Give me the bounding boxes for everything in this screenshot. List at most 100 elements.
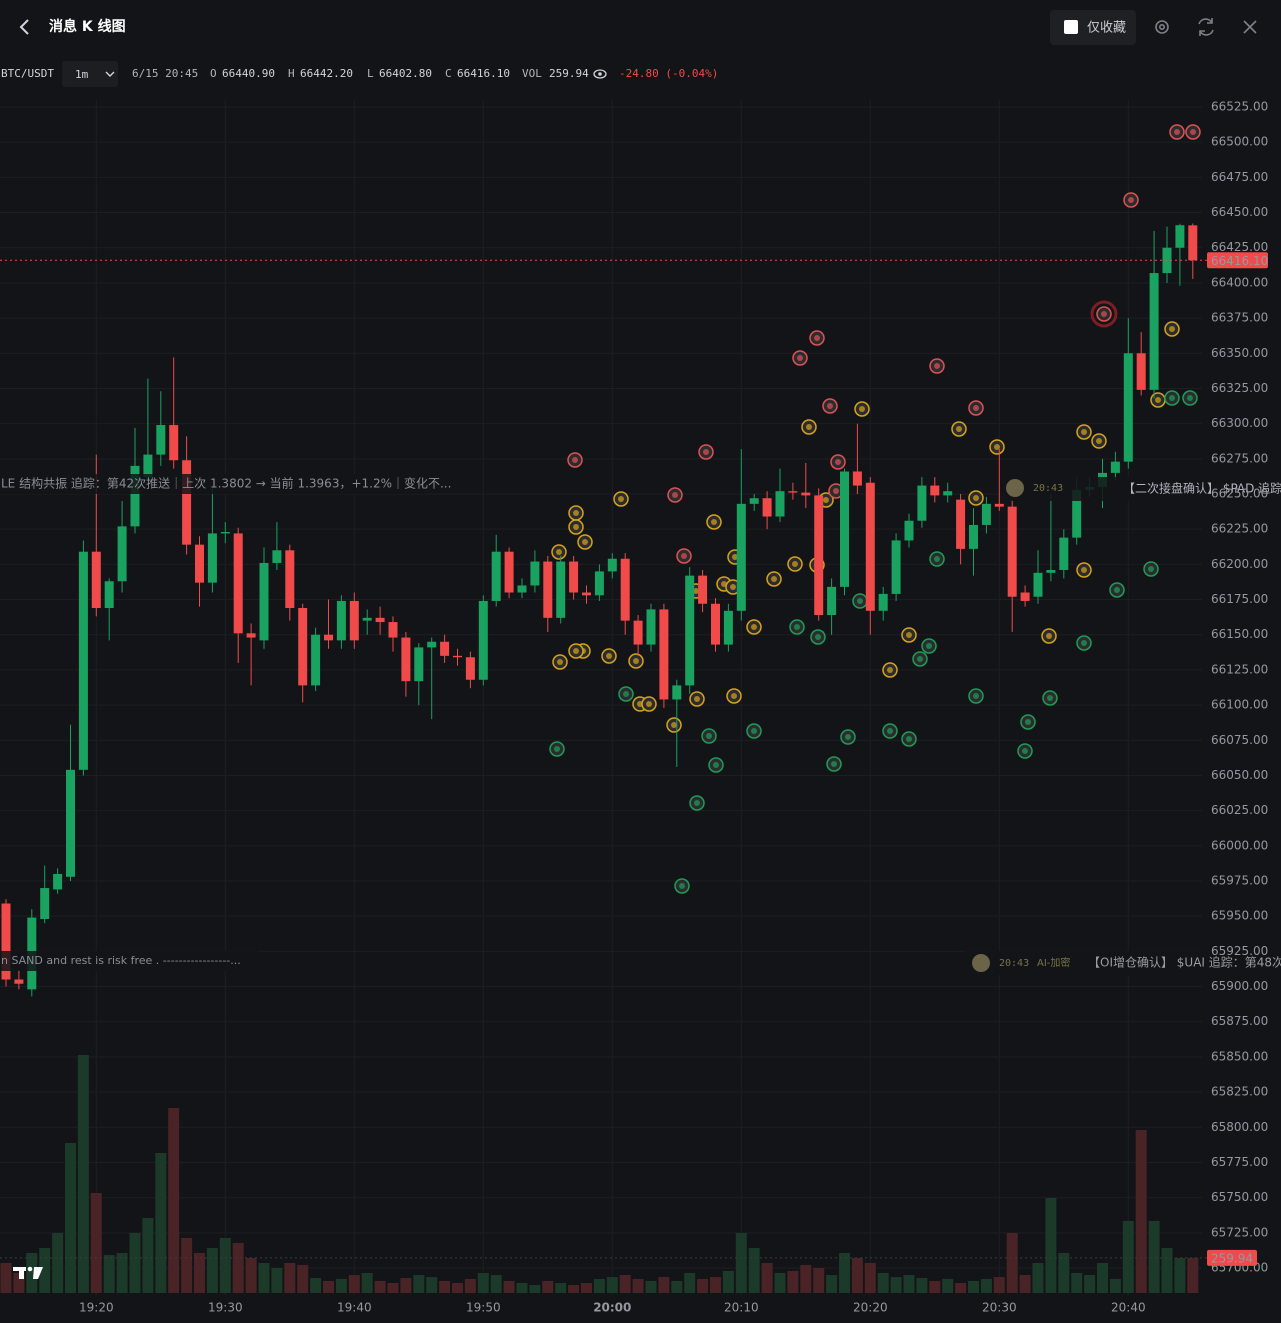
candle-body [685,575,695,686]
candle-body [440,641,450,656]
candle-body [504,551,514,593]
news-marker-icon [887,728,893,734]
news-marker-icon [973,495,979,501]
news-marker-icon [693,588,699,594]
candle-body [1149,273,1159,390]
volume-bar [606,1277,618,1293]
candle-body [801,492,811,496]
news-marker-icon [1148,566,1154,572]
volume-bar [839,1252,850,1293]
volume-bar [658,1277,670,1293]
volume-bar [490,1275,502,1293]
y-tick-label: 65850.00 [1211,1049,1268,1063]
candle-body [156,425,166,455]
volume-bar [980,1278,992,1293]
news-marker-icon [713,762,719,768]
candle-body [311,634,321,686]
volume-bar [65,1142,76,1293]
volume-bar [1058,1252,1070,1293]
y-tick-label: 65825.00 [1211,1085,1268,1099]
interval-select[interactable] [62,61,118,87]
volume-bar [142,1217,154,1293]
settings-button[interactable] [1155,20,1169,34]
volume-bar [361,1272,373,1293]
news-marker-icon [606,653,612,659]
last-volume-label: 259.94 [1211,1251,1253,1265]
volume-bar [593,1278,605,1293]
annotation-text: 20:43 [1033,483,1063,494]
volume-bar [26,1252,38,1293]
volume-bar [1122,1220,1134,1293]
volume-bar [735,1232,747,1293]
news-marker-icon [906,736,912,742]
eye-icon[interactable] [593,69,607,79]
news-marker-icon [815,634,821,640]
annotation-bg [0,951,258,971]
news-marker-icon [694,800,700,806]
news-marker-icon [679,883,685,889]
candle-body [556,561,566,618]
volume-bar [813,1267,825,1293]
close-button[interactable] [1243,20,1257,34]
back-button[interactable] [19,19,29,35]
y-tick-label: 66050.00 [1211,768,1268,782]
candle-body [698,575,708,604]
volume-bar [245,1257,257,1293]
candle-body [594,571,604,596]
y-tick-label: 65750.00 [1211,1190,1268,1204]
x-tick-label: 20:40 [1111,1301,1146,1315]
news-marker-icon [573,648,579,654]
news-marker-icon [582,539,588,545]
news-marker-icon [973,693,979,699]
volume-bar [374,1280,386,1293]
candle-body [1123,353,1133,462]
candle-body [169,425,179,461]
candle-body [672,685,682,700]
candle-body [195,544,204,583]
y-tick-label: 66250.00 [1211,487,1268,501]
volume-bar [258,1262,270,1293]
candle-body [517,585,527,593]
news-marker-icon [857,598,863,604]
y-tick-label: 66025.00 [1211,803,1268,817]
news-marker-icon [835,459,841,465]
news-marker-icon [859,406,865,412]
volume-bar [155,1152,167,1293]
news-marker-icon [1114,587,1120,593]
volume-bar [206,1247,218,1293]
news-marker-icon [827,403,833,409]
news-marker-icon [1174,129,1180,135]
favorites-toggle[interactable] [1050,10,1136,45]
candle-body [78,551,88,770]
news-marker-icon [1155,397,1161,403]
candle-body [749,498,759,504]
candle-body [646,609,656,645]
news-marker-icon [694,696,700,702]
checkbox[interactable] [1064,20,1078,34]
news-marker-icon [681,553,687,559]
volume-bar [1006,1232,1018,1293]
candle-body [66,769,75,877]
annotation-bg [1000,477,1281,501]
candle-body [1020,592,1030,601]
news-marker-icon [706,733,712,739]
news-marker-icon [732,554,738,560]
news-marker-active [1090,300,1118,328]
volume-bar [1045,1197,1057,1293]
candle-body [530,561,540,586]
news-marker-icon [618,496,624,502]
candle-body [762,498,772,517]
y-tick-label: 66125.00 [1211,662,1268,676]
candle-body [285,550,295,608]
volume-bar [387,1282,399,1293]
news-marker-icon [1169,395,1175,401]
candle-body [246,633,256,638]
refresh-button[interactable] [1198,18,1214,36]
volume-bar [1148,1220,1160,1293]
volume-bar [310,1277,322,1293]
news-marker-icon [573,510,579,516]
y-tick-label: 66275.00 [1211,451,1268,465]
news-marker-icon [711,519,717,525]
x-tick-label: 20:20 [853,1301,888,1315]
y-tick-label: 66300.00 [1211,416,1268,430]
